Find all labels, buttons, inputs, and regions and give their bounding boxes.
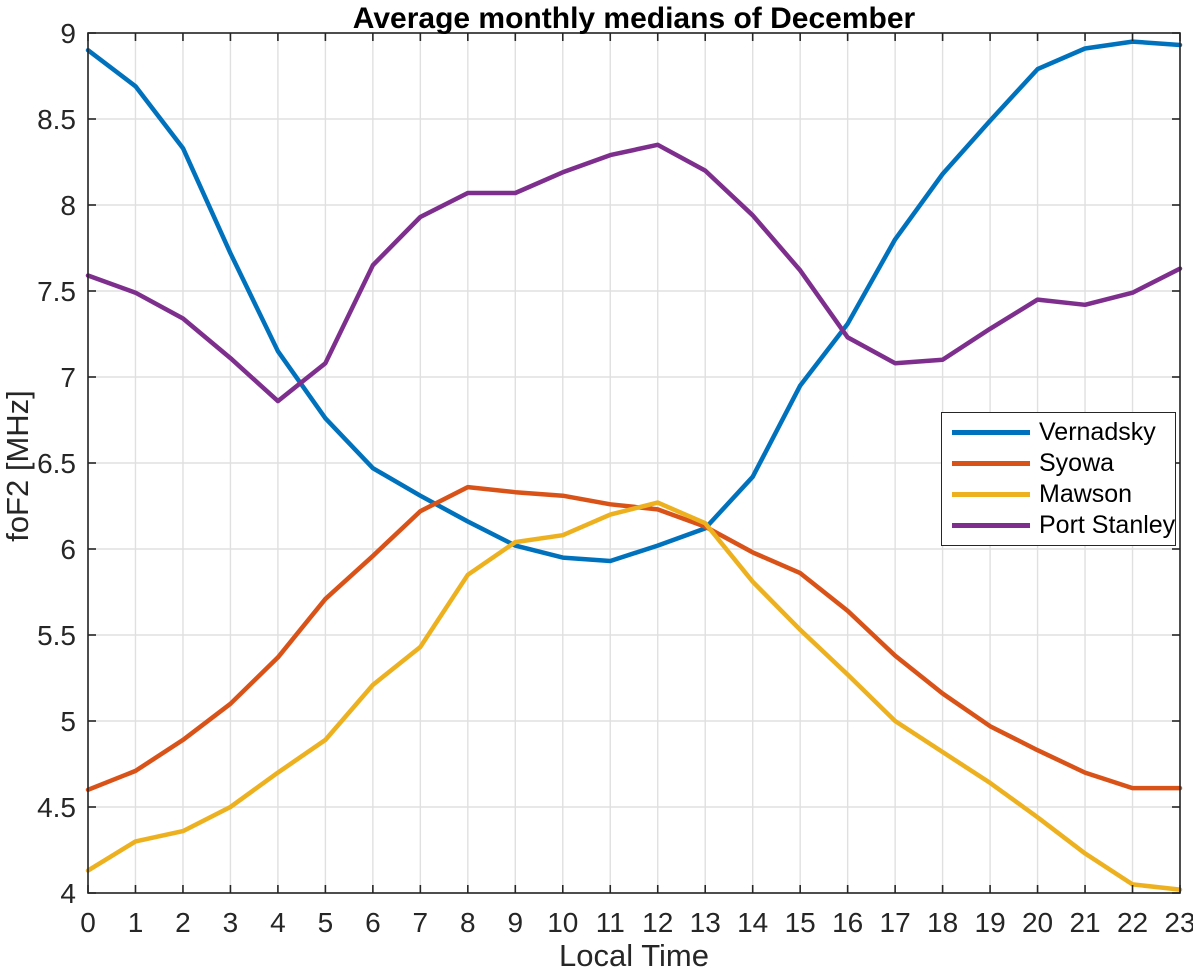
chart-title: Average monthly medians of December [352,2,916,35]
x-tick-label: 13 [690,907,721,938]
legend-entry-syowa: Syowa [942,448,1175,479]
y-tick-label: 7 [60,362,76,393]
y-tick-label: 5.5 [37,620,76,651]
x-tick-label: 19 [975,907,1006,938]
legend-line-swatch-vernadsky [952,430,1030,435]
legend-entry-port-stanley: Port Stanley [942,510,1175,541]
legend-label: Vernadsky [1039,418,1156,446]
y-tick-label: 8 [60,190,76,221]
x-tick-label: 18 [927,907,958,938]
series-line-vernadsky [85,39,1183,564]
series-line-mawson [85,500,1183,892]
x-tick-label: 14 [737,907,768,938]
x-tick-label: 17 [880,907,911,938]
x-tick-label: 12 [642,907,673,938]
y-tick-label: 7.5 [37,276,76,307]
x-tick-label: 4 [270,907,286,938]
legend-line-swatch-syowa [952,461,1030,466]
legend-line-swatch-mawson [952,492,1030,497]
legend-label: Port Stanley [1039,511,1176,539]
x-tick-label: 20 [1022,907,1053,938]
y-tick-label: 9 [60,18,76,49]
x-tick-label: 1 [128,907,144,938]
x-tick-label: 9 [508,907,524,938]
x-tick-label: 15 [785,907,816,938]
x-tick-label: 6 [365,907,381,938]
x-tick-label: 2 [175,907,191,938]
y-tick-label: 5 [60,706,76,737]
legend-label: Syowa [1039,449,1115,477]
legend-entry-mawson: Mawson [942,479,1175,510]
x-tick-label: 3 [223,907,239,938]
x-tick-label: 7 [413,907,429,938]
y-axis-label: foF2 [MHz] [0,390,35,542]
legend-line-swatch-port-stanley [952,523,1030,528]
legend-label: Mawson [1039,480,1133,508]
x-tick-label: 23 [1164,907,1193,938]
x-tick-label: 10 [547,907,578,938]
x-tick-label: 8 [460,907,476,938]
x-tick-label: 0 [80,907,96,938]
y-tick-label: 6 [60,534,76,565]
legend-box: Vernadsky Syowa Mawson Port Stanley [941,412,1176,546]
x-tick-label: 11 [596,907,625,938]
x-tick-label: 22 [1117,907,1148,938]
series-line-port-stanley [85,142,1183,404]
x-tick-label: 5 [318,907,334,938]
legend-entry-vernadsky: Vernadsky [942,417,1175,448]
x-tick-label: 21 [1069,907,1100,938]
y-tick-label: 8.5 [37,104,76,135]
x-tick-label: 16 [832,907,863,938]
y-tick-label: 6.5 [37,448,76,479]
y-tick-label: 4 [60,878,76,909]
y-tick-label: 4.5 [37,792,76,823]
x-axis-label: Local Time [559,938,709,973]
